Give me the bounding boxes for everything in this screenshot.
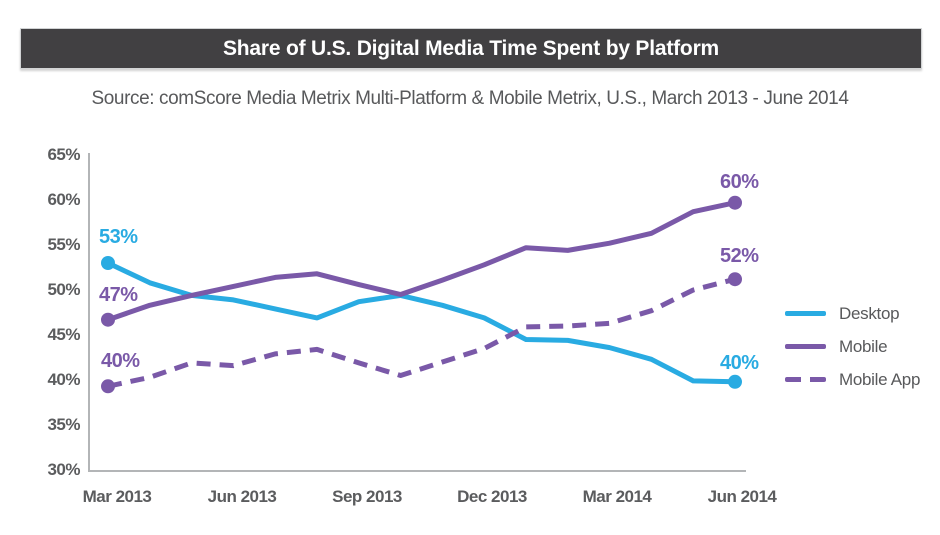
source-caption: Source: comScore Media Metrix Multi-Plat…: [91, 88, 849, 109]
y-tick-60: 60%: [47, 190, 80, 209]
legend-item-mobile-app: Mobile App: [785, 363, 920, 396]
y-tick-45: 45%: [47, 325, 80, 344]
mobile-app-line-swatch-icon: [785, 377, 826, 382]
legend-item-desktop: Desktop: [785, 297, 920, 330]
label-desktop-end: 40%: [720, 352, 759, 374]
legend-label-mobile: Mobile: [839, 336, 888, 356]
legend-label-desktop: Desktop: [839, 303, 900, 323]
x-tick-mar-2013: Mar 2013: [82, 487, 152, 506]
x-tick-sep-2013: Sep 2013: [332, 487, 402, 506]
y-tick-55: 55%: [47, 235, 80, 254]
label-mobile-app-end: 52%: [720, 245, 759, 267]
title-bar: Share of U.S. Digital Media Time Spent b…: [20, 28, 922, 69]
y-tick-50: 50%: [47, 280, 80, 299]
chart-title: Share of U.S. Digital Media Time Spent b…: [222, 36, 720, 60]
mobile-line-swatch-icon: [785, 344, 826, 349]
legend: Desktop Mobile Mobile App: [785, 297, 920, 396]
label-mobile-start: 47%: [99, 284, 138, 306]
y-tick-65: 65%: [47, 145, 80, 164]
x-tick-dec-2013: Dec 2013: [457, 487, 527, 506]
y-tick-30: 30%: [47, 460, 80, 479]
x-tick-mar-2014: Mar 2014: [582, 487, 652, 506]
x-tick-jun-2013: Jun 2013: [207, 487, 277, 506]
label-desktop-start: 53%: [99, 226, 138, 248]
label-mobile-end: 60%: [720, 171, 759, 193]
y-tick-40: 40%: [47, 370, 80, 389]
desktop-line-swatch-icon: [785, 311, 826, 316]
legend-label-mobile-app: Mobile App: [839, 369, 921, 389]
x-tick-jun-2014: Jun 2014: [707, 487, 777, 506]
legend-item-mobile: Mobile: [785, 330, 920, 363]
y-tick-35: 35%: [47, 415, 80, 434]
label-mobile-app-start: 40%: [101, 350, 140, 372]
